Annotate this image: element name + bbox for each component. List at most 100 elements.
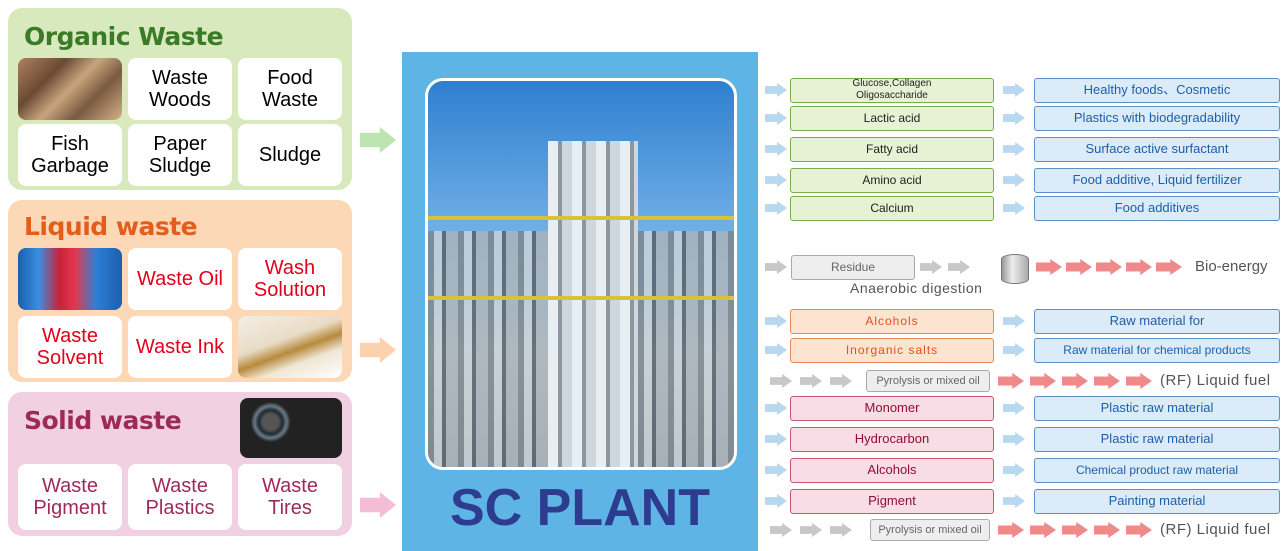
arrow <box>360 337 396 363</box>
arrow <box>998 522 1024 538</box>
arrow <box>770 374 792 388</box>
label-box: Painting material <box>1034 488 1280 514</box>
waste-item: Waste Solvent <box>18 316 122 378</box>
arrow <box>800 523 822 537</box>
arrow <box>770 523 792 537</box>
plant-photo <box>425 78 737 470</box>
label-box: Food additives <box>1034 195 1280 221</box>
label-box: Plastics with biodegradability <box>1034 105 1280 131</box>
arrow <box>1126 373 1152 389</box>
label-box: Surface active surfactant <box>1034 136 1280 162</box>
arrow <box>1096 259 1122 275</box>
arrow <box>1003 432 1025 446</box>
label: (RF) Liquid fuel <box>1160 521 1271 538</box>
waste-item: Wash Solution <box>238 248 342 310</box>
label-box: Lactic acid <box>790 105 994 131</box>
arrow <box>765 463 787 477</box>
photo <box>238 316 342 378</box>
tank-icon <box>1001 254 1029 284</box>
label: (RF) Liquid fuel <box>1160 372 1271 389</box>
waste-item: Paper Sludge <box>128 124 232 186</box>
waste-item: Waste Pigment <box>18 464 122 530</box>
arrow <box>765 432 787 446</box>
arrow <box>998 373 1024 389</box>
label-box: Alcohols <box>790 457 994 483</box>
arrow <box>1094 522 1120 538</box>
arrow <box>1003 494 1025 508</box>
waste-item: Waste Tires <box>238 464 342 530</box>
arrow <box>1003 343 1025 357</box>
arrow <box>765 260 787 274</box>
arrow <box>765 401 787 415</box>
photo <box>18 58 122 120</box>
label-box: Pyrolysis or mixed oil <box>870 519 990 541</box>
label-box: Alcohols <box>790 308 994 334</box>
arrow <box>948 260 970 274</box>
arrow <box>1003 201 1025 215</box>
label-box: Inorganic salts <box>790 337 994 363</box>
arrow <box>1126 522 1152 538</box>
arrow <box>765 173 787 187</box>
arrow <box>1094 373 1120 389</box>
arrow <box>360 127 396 153</box>
label-box: Raw material for <box>1034 308 1280 334</box>
arrow <box>1062 373 1088 389</box>
arrow <box>765 314 787 328</box>
arrow <box>765 111 787 125</box>
label-box: Calcium <box>790 195 994 221</box>
arrow <box>360 492 396 518</box>
photo <box>240 398 342 458</box>
label-box: Plastic raw material <box>1034 426 1280 452</box>
arrow <box>1003 314 1025 328</box>
label-box: Food additive, Liquid fertilizer <box>1034 167 1280 193</box>
label-box: Pigment <box>790 488 994 514</box>
arrow <box>920 260 942 274</box>
arrow <box>830 374 852 388</box>
label-box: Residue <box>791 254 915 280</box>
label-box: Hydrocarbon <box>790 426 994 452</box>
label-box: Glucose,Collagen Oligosaccharide <box>790 77 994 103</box>
waste-item: Waste Oil <box>128 248 232 310</box>
plant-label: SC PLANT <box>450 479 710 537</box>
arrow <box>765 83 787 97</box>
arrow <box>1126 259 1152 275</box>
arrow <box>765 201 787 215</box>
waste-item: Fish Garbage <box>18 124 122 186</box>
label-box: Monomer <box>790 395 994 421</box>
arrow <box>800 374 822 388</box>
label-box: Fatty acid <box>790 136 994 162</box>
arrow <box>1003 463 1025 477</box>
label-box: Plastic raw material <box>1034 395 1280 421</box>
label: Bio-energy <box>1195 258 1268 275</box>
arrow <box>1003 142 1025 156</box>
waste-item: Food Waste <box>238 58 342 120</box>
arrow <box>765 142 787 156</box>
label-box: Amino acid <box>790 167 994 193</box>
waste-item: Sludge <box>238 124 342 186</box>
arrow <box>765 494 787 508</box>
label-box: Pyrolysis or mixed oil <box>866 370 990 392</box>
arrow <box>1003 173 1025 187</box>
waste-item: Waste Woods <box>128 58 232 120</box>
arrow <box>1003 401 1025 415</box>
panel-title: Solid waste <box>24 406 182 435</box>
arrow <box>1156 259 1182 275</box>
arrow <box>1003 111 1025 125</box>
label-box: Raw material for chemical products <box>1034 337 1280 363</box>
arrow <box>1036 259 1062 275</box>
arrow <box>765 343 787 357</box>
panel-title: Organic Waste <box>24 22 224 51</box>
waste-item: Waste Plastics <box>128 464 232 530</box>
panel-title: Liquid waste <box>24 212 198 241</box>
arrow <box>1066 259 1092 275</box>
photo <box>18 248 122 310</box>
arrow <box>1030 373 1056 389</box>
arrow <box>1030 522 1056 538</box>
arrow <box>1062 522 1088 538</box>
label-box: Healthy foods、Cosmetic <box>1034 77 1280 103</box>
arrow <box>1003 83 1025 97</box>
label-box: Chemical product raw material <box>1034 457 1280 483</box>
label: Anaerobic digestion <box>850 280 983 296</box>
